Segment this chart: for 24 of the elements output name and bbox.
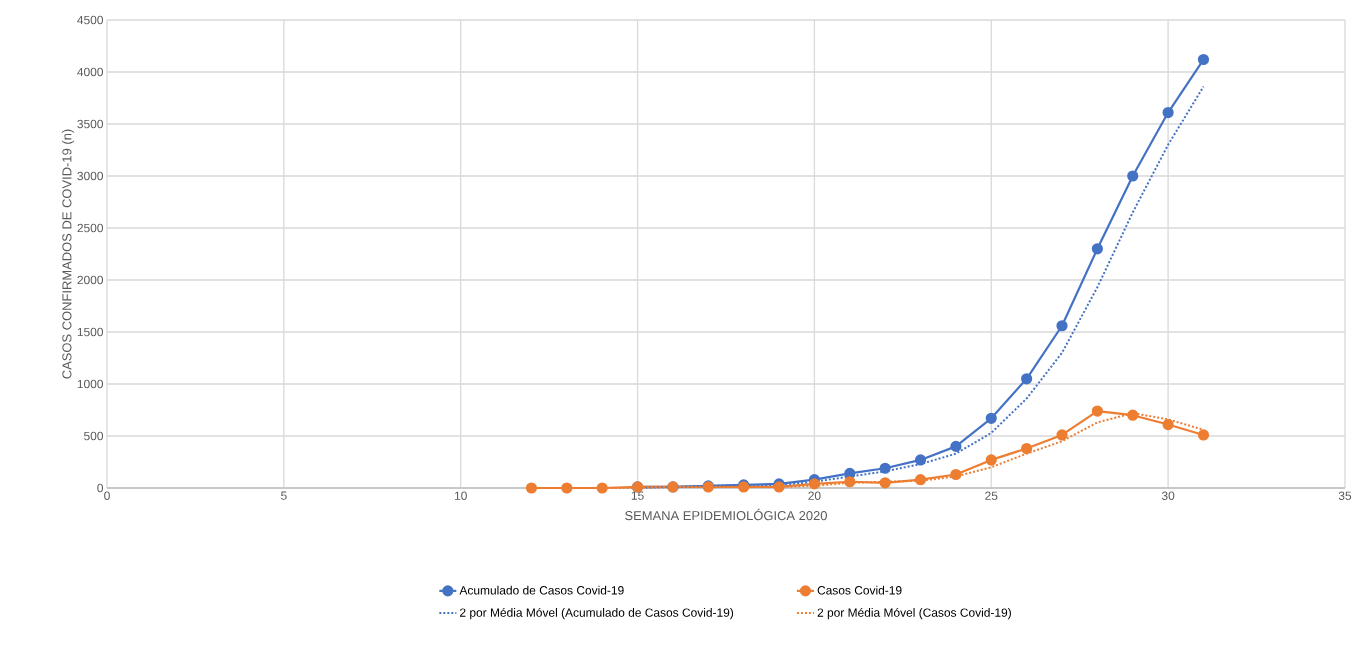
y-tick-label: 4000 — [77, 67, 104, 77]
x-tick-label: 35 — [1338, 491, 1352, 500]
y-tick-label: 3000 — [77, 171, 104, 181]
x-tick-label: 0 — [104, 491, 110, 500]
x-tick-label: 25 — [985, 491, 998, 500]
y-axis-title: CASOS CONFIRMADOS DE COVID-19 (n) — [61, 129, 75, 379]
legend-label: Acumulado de Casos Covid-19 — [459, 585, 624, 595]
x-tick-label: 20 — [808, 491, 821, 500]
legend-label: Casos Covid-19 — [817, 585, 902, 595]
x-tick-label: 5 — [281, 491, 287, 500]
y-tick-label: 2500 — [77, 223, 104, 233]
y-tick-label: 1500 — [77, 327, 104, 337]
y-tick-label: 2000 — [77, 275, 104, 285]
y-tick-label: 4500 — [77, 15, 104, 25]
x-tick-label: 10 — [454, 491, 467, 500]
x-tick-label: 30 — [1161, 491, 1175, 500]
x-axis-title: SEMANA EPIDEMIOLÓGICA 2020 — [625, 508, 827, 521]
y-tick-label: 0 — [97, 483, 104, 493]
y-tick-label: 3500 — [77, 119, 104, 129]
legend-label: 2 por Média Móvel (Acumulado de Casos Covid-19) — [460, 607, 734, 620]
x-tick-label: 15 — [631, 491, 644, 500]
legend-label: 2 por Média Móvel (Casos Covid-19) — [817, 607, 1011, 620]
y-tick-label: 1000 — [77, 379, 104, 389]
y-tick-label: 500 — [84, 431, 104, 441]
